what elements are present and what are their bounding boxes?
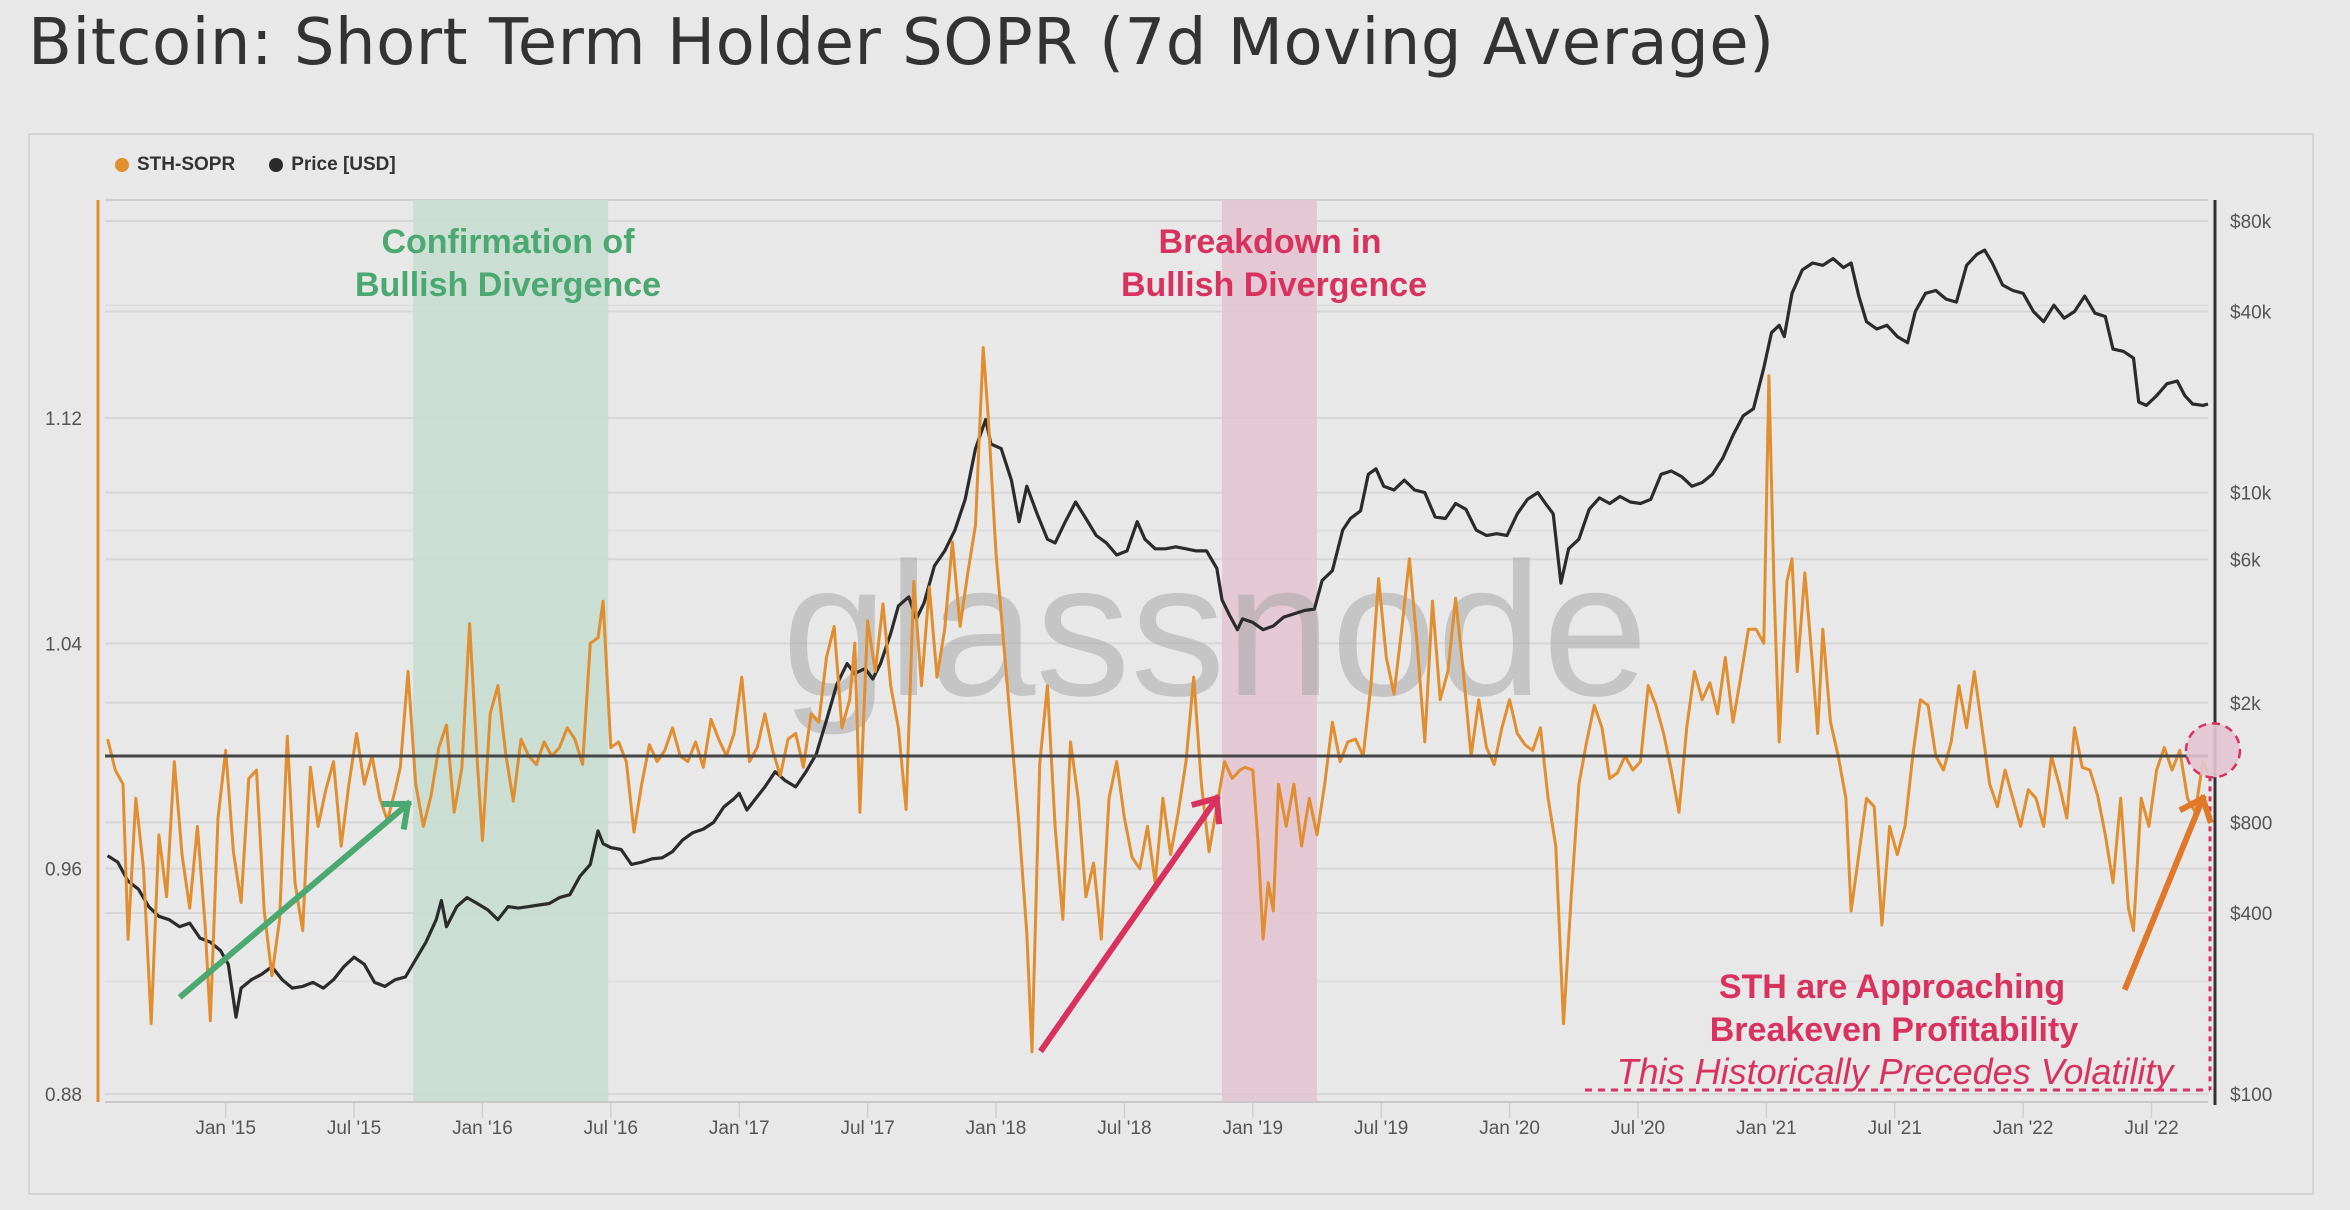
x-tick-label: Jan '18 [966,1118,1027,1139]
arrow-head [1190,794,1223,825]
highlight-circle [2184,722,2242,779]
legend-item-sth-sopr[interactable]: STH-SOPR [115,154,235,176]
arrow-shaft [177,799,413,1000]
right-tick-label: $2k [2230,694,2261,715]
right-tick-label: $80k [2230,212,2272,233]
highlight-band-red [1221,200,1317,1102]
highlight-bands [413,200,1317,1102]
x-tick-label: Jan '19 [1222,1118,1283,1139]
x-tick-label: Jan '21 [1736,1118,1797,1139]
chart-title: Bitcoin: Short Term Holder SOPR (7d Movi… [28,6,1775,80]
legend-item-price[interactable]: Price [USD] [269,154,396,176]
x-tick-label: Jan '15 [195,1118,256,1139]
x-tick-label: Jul '18 [1097,1118,1151,1139]
x-tick-label: Jul '22 [2124,1118,2178,1139]
x-tick-label: Jan '20 [1479,1118,1540,1139]
left-tick-label: 1.04 [45,634,82,655]
annotations: Confirmation of Bullish Divergence Break… [177,223,2242,1092]
right-tick-label: $10k [2230,484,2272,505]
annotation-confirmation-line-1: Confirmation of [381,223,635,261]
arrow-head [2178,793,2214,824]
legend-label-price: Price [USD] [291,154,396,175]
x-tick-label: Jan '16 [452,1118,513,1139]
x-tick-label: Jan '22 [1993,1118,2054,1139]
series [105,248,2210,1054]
right-tick-label: $6k [2230,550,2261,571]
x-tick-label: Jul '15 [327,1118,381,1139]
x-tick-label: Jul '21 [1868,1118,1922,1139]
arrow-shaft [2121,794,2207,991]
axes [96,200,2217,1105]
x-tick-label: Jul '16 [584,1118,638,1139]
annotation-confirmation-line-2: Bullish Divergence [355,266,661,304]
x-tick-label: Jul '20 [1611,1118,1665,1139]
right-tick-label: $800 [2230,813,2272,834]
left-tick-label: 1.12 [45,409,82,430]
annotation-breakdown-line-1: Breakdown in [1159,223,1382,261]
arrow-head [381,800,412,831]
legend-label-sth-sopr: STH-SOPR [137,154,236,175]
annotation-volatility: This Historically Precedes Volatility [1617,1051,2176,1092]
annotation-breakdown-line-2: Bullish Divergence [1121,266,1427,304]
tick-labels: Jan '15 Jul '15 Jan '16 Jul '16 Jan '17 Jul '… [45,212,2272,1139]
x-tick-label: Jul '17 [840,1118,894,1139]
legend-swatch-sth-sopr [115,158,129,172]
legend: STH-SOPR Price [USD] [115,154,396,176]
arrow-shaft [1038,794,1222,1054]
series-line-price [106,248,2209,1019]
right-tick-label: $400 [2230,904,2272,925]
annotation-sth-line-2: Breakeven Profitability [1710,1011,2079,1049]
right-tick-label: $40k [2230,303,2272,324]
left-tick-label: 0.96 [45,860,82,881]
highlight-band-green [413,200,609,1102]
x-tick-label: Jul '19 [1354,1118,1408,1139]
series-line-sth-sopr [106,346,2210,1054]
x-tick-label: Jan '17 [709,1118,770,1139]
right-tick-label: $100 [2230,1085,2272,1106]
legend-swatch-price [269,158,284,172]
chart-frame [28,133,2314,1195]
left-tick-label: 0.88 [45,1085,82,1106]
annotation-sth-line-1: STH are Approaching [1719,968,2065,1006]
